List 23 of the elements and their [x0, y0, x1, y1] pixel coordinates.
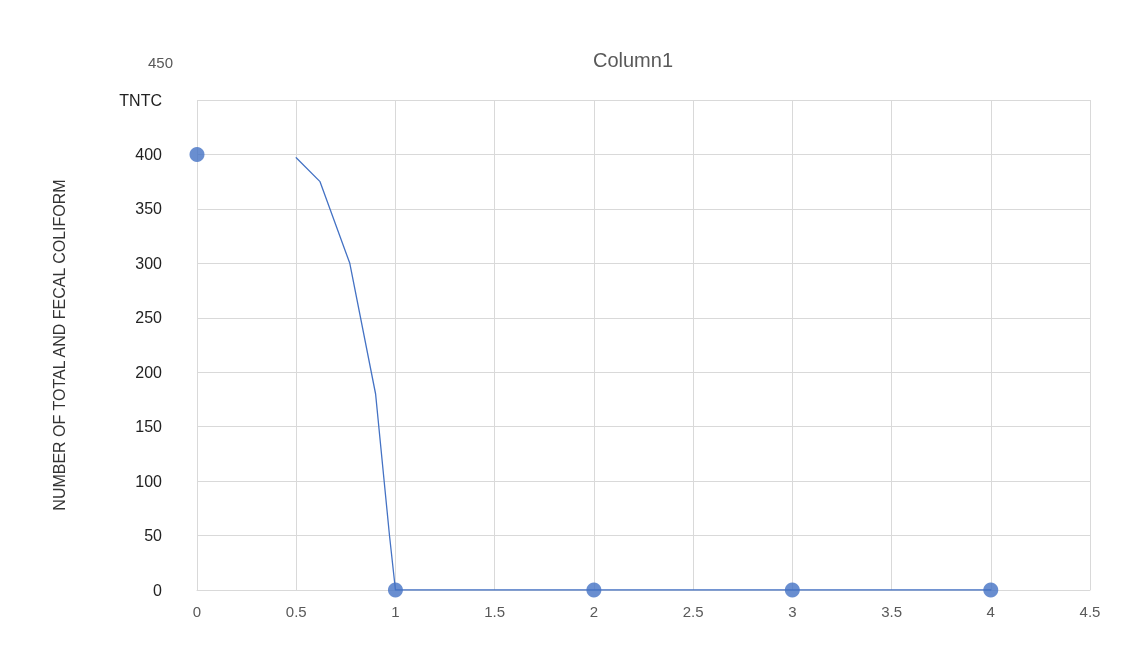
x-tick-label: 4.5: [1079, 603, 1101, 620]
x-tick-label: 3.5: [881, 603, 902, 620]
text: 450: [148, 54, 174, 71]
y-tick-label: 250: [135, 309, 163, 327]
chart-title: Column1: [592, 49, 674, 71]
x-tick-label: 3: [788, 603, 797, 620]
x-tick-label: 1: [391, 603, 400, 620]
x-tick-label: 0.5: [285, 603, 307, 620]
y-tick-label: 400: [135, 145, 163, 163]
x-tick-label: 4: [986, 603, 995, 620]
x-tick-label: 2: [589, 603, 599, 620]
y-tick-label: 350: [135, 200, 163, 218]
y-tick-label: 100: [135, 472, 163, 490]
y-axis-title: NUMBER OF TOTAL AND FECAL COLIFORM: [50, 179, 68, 511]
x-tick-label: 0: [192, 603, 202, 620]
x-tick-label: 2.5: [682, 603, 704, 620]
y-tick-label: 300: [135, 254, 163, 272]
y-tick-label: 150: [135, 418, 163, 436]
y-tick-label: 200: [135, 363, 163, 381]
y-tick-label: 0: [153, 581, 163, 599]
y-tick-label: TNTC: [119, 91, 162, 109]
x-tick-label: 1.5: [484, 603, 506, 620]
y-tick-label: 50: [144, 527, 163, 545]
